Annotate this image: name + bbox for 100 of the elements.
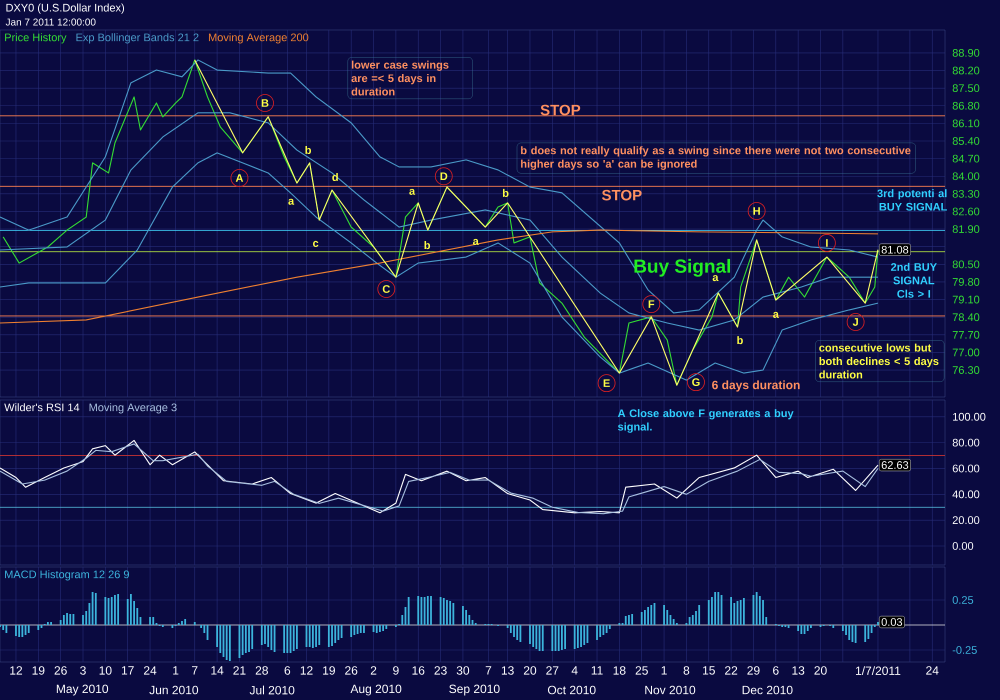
x-tick-label: 22 [725,666,738,675]
annotation: lower case swings are =< 5 days in duration [351,60,449,96]
y-tick-label: 80.00 [952,438,980,447]
text: Sep 2010 [449,684,500,696]
text: Jul 2010 [250,686,294,694]
x-tick-label: 16 [412,666,424,675]
x-tick-label: 26 [345,666,358,675]
annotation: 62.63 [882,461,908,469]
y-tick-label: 79.80 [952,278,980,286]
x-tick-label: 19 [323,666,335,675]
annotation: A [236,174,244,182]
y-tick-label: 84.70 [952,154,980,163]
y-tick-label: 60.00 [952,464,980,472]
text: Aug 2010 [350,684,402,696]
annotation: 3rd potenti al BUY SIGNAL [877,189,947,211]
annotation: c [313,240,318,247]
x-tick-label: 15 [703,666,715,675]
annotation: F [648,300,654,308]
text: Wilder's RSI 14 [4,403,80,412]
annotation: b [737,336,743,344]
text: Dec 2010 [742,686,793,694]
annotation: b does not really qualify as a swing since there were not two consecutive higher days so 'a' can be ignored [521,146,911,170]
x-tick-label: 26 [54,666,67,675]
annotation: a [409,188,416,195]
x-tick-label: 7 [192,666,198,674]
annotation: H [753,207,760,215]
annotation: 2nd BUY SIGNAL Cls > I [890,262,937,298]
y-tick-label: 77.70 [952,330,980,339]
text: Nov 2010 [645,686,696,694]
x-tick-label: 20 [814,666,827,675]
annotation: 6 days duration [712,380,800,392]
y-tick-label: 82.60 [952,208,980,216]
x-tick-label: 13 [502,666,514,675]
y-tick-label: 87.50 [952,84,980,92]
x-tick-label: 27 [546,666,558,675]
x-tick-label: 1/7/2011 [856,666,900,676]
x-tick-label: 29 [747,666,760,675]
x-tick-label: 4 [572,666,578,674]
y-tick-label: 40.00 [952,490,980,498]
annotation: I [826,239,828,247]
annotation: a [712,275,719,282]
annotation: STOP [540,104,580,116]
y-tick-label: 79.10 [952,296,980,304]
annotation: B [262,99,268,107]
y-tick-label: 80.50 [952,260,980,268]
y-tick-label: 88.20 [952,66,980,74]
annotation: G [692,378,700,386]
x-tick-label: 24 [926,666,939,675]
x-tick-label: 6 [284,666,290,675]
x-tick-label: 9 [393,666,399,675]
y-tick-label: 84.00 [952,172,980,180]
chart-subtitle: Jan 7 2011 12:00:00 [6,18,96,26]
annotation: J [852,318,858,326]
series-label: Exp Bollinger Bands 21 2 [76,33,198,44]
x-tick-label: 12 [300,666,313,675]
annotation: STOP [602,190,642,200]
annotation: 0.03 [882,618,902,626]
x-tick-label: 14 [211,666,224,674]
x-tick-label: 3 [80,666,86,675]
x-tick-label: 1 [662,666,667,674]
x-tick-label: 17 [122,666,134,674]
text: May 2010 [56,684,108,696]
x-tick-label: 25 [636,666,648,675]
text: Price History [5,33,67,44]
y-tick-label: 0.25 [952,596,974,604]
y-tick-label: 0.00 [952,542,974,550]
x-tick-label: 18 [614,666,626,675]
annotation: C [382,285,390,293]
annotation: d [332,172,338,182]
x-tick-label: 21 [233,666,246,675]
text: Moving Average 200 [208,33,308,44]
x-tick-label: 13 [792,666,804,675]
x-tick-label: 7 [486,666,492,674]
x-tick-label: 24 [144,666,156,675]
x-tick-label: 20 [524,666,536,675]
x-tick-label: 30 [456,666,470,675]
line-series [0,230,879,324]
x-tick-label: 11 [592,666,603,674]
x-tick-label: 2 [370,666,376,675]
y-tick-label: 81.90 [952,225,980,233]
x-tick-label: 6 [773,666,779,675]
annotation: b [305,146,311,154]
annotation: a [472,238,479,245]
x-tick-label: 28 [256,666,268,675]
text: Moving Average 3 [90,403,177,414]
y-tick-label: 83.30 [952,190,980,198]
text: Jun 2010 [149,686,198,694]
chart-title: DXY0 (U.S.Dollar Index) [6,4,124,14]
text: Oct 2010 [548,686,596,694]
annotation: 81.08 [882,246,908,254]
y-tick-label: 77.00 [952,348,980,356]
annotation: b [424,241,430,250]
annotation: A Close above F generates a buy signal. [618,409,794,433]
x-tick-label: 1 [173,666,178,674]
annotation: b [502,188,508,197]
annotation: consecutive lows but both declines < 5 days duration [819,344,938,378]
x-tick-label: 8 [684,666,690,675]
y-tick-label: 88.90 [952,49,980,57]
y-tick-label: 86.10 [952,119,980,128]
annotation: a [288,198,294,205]
